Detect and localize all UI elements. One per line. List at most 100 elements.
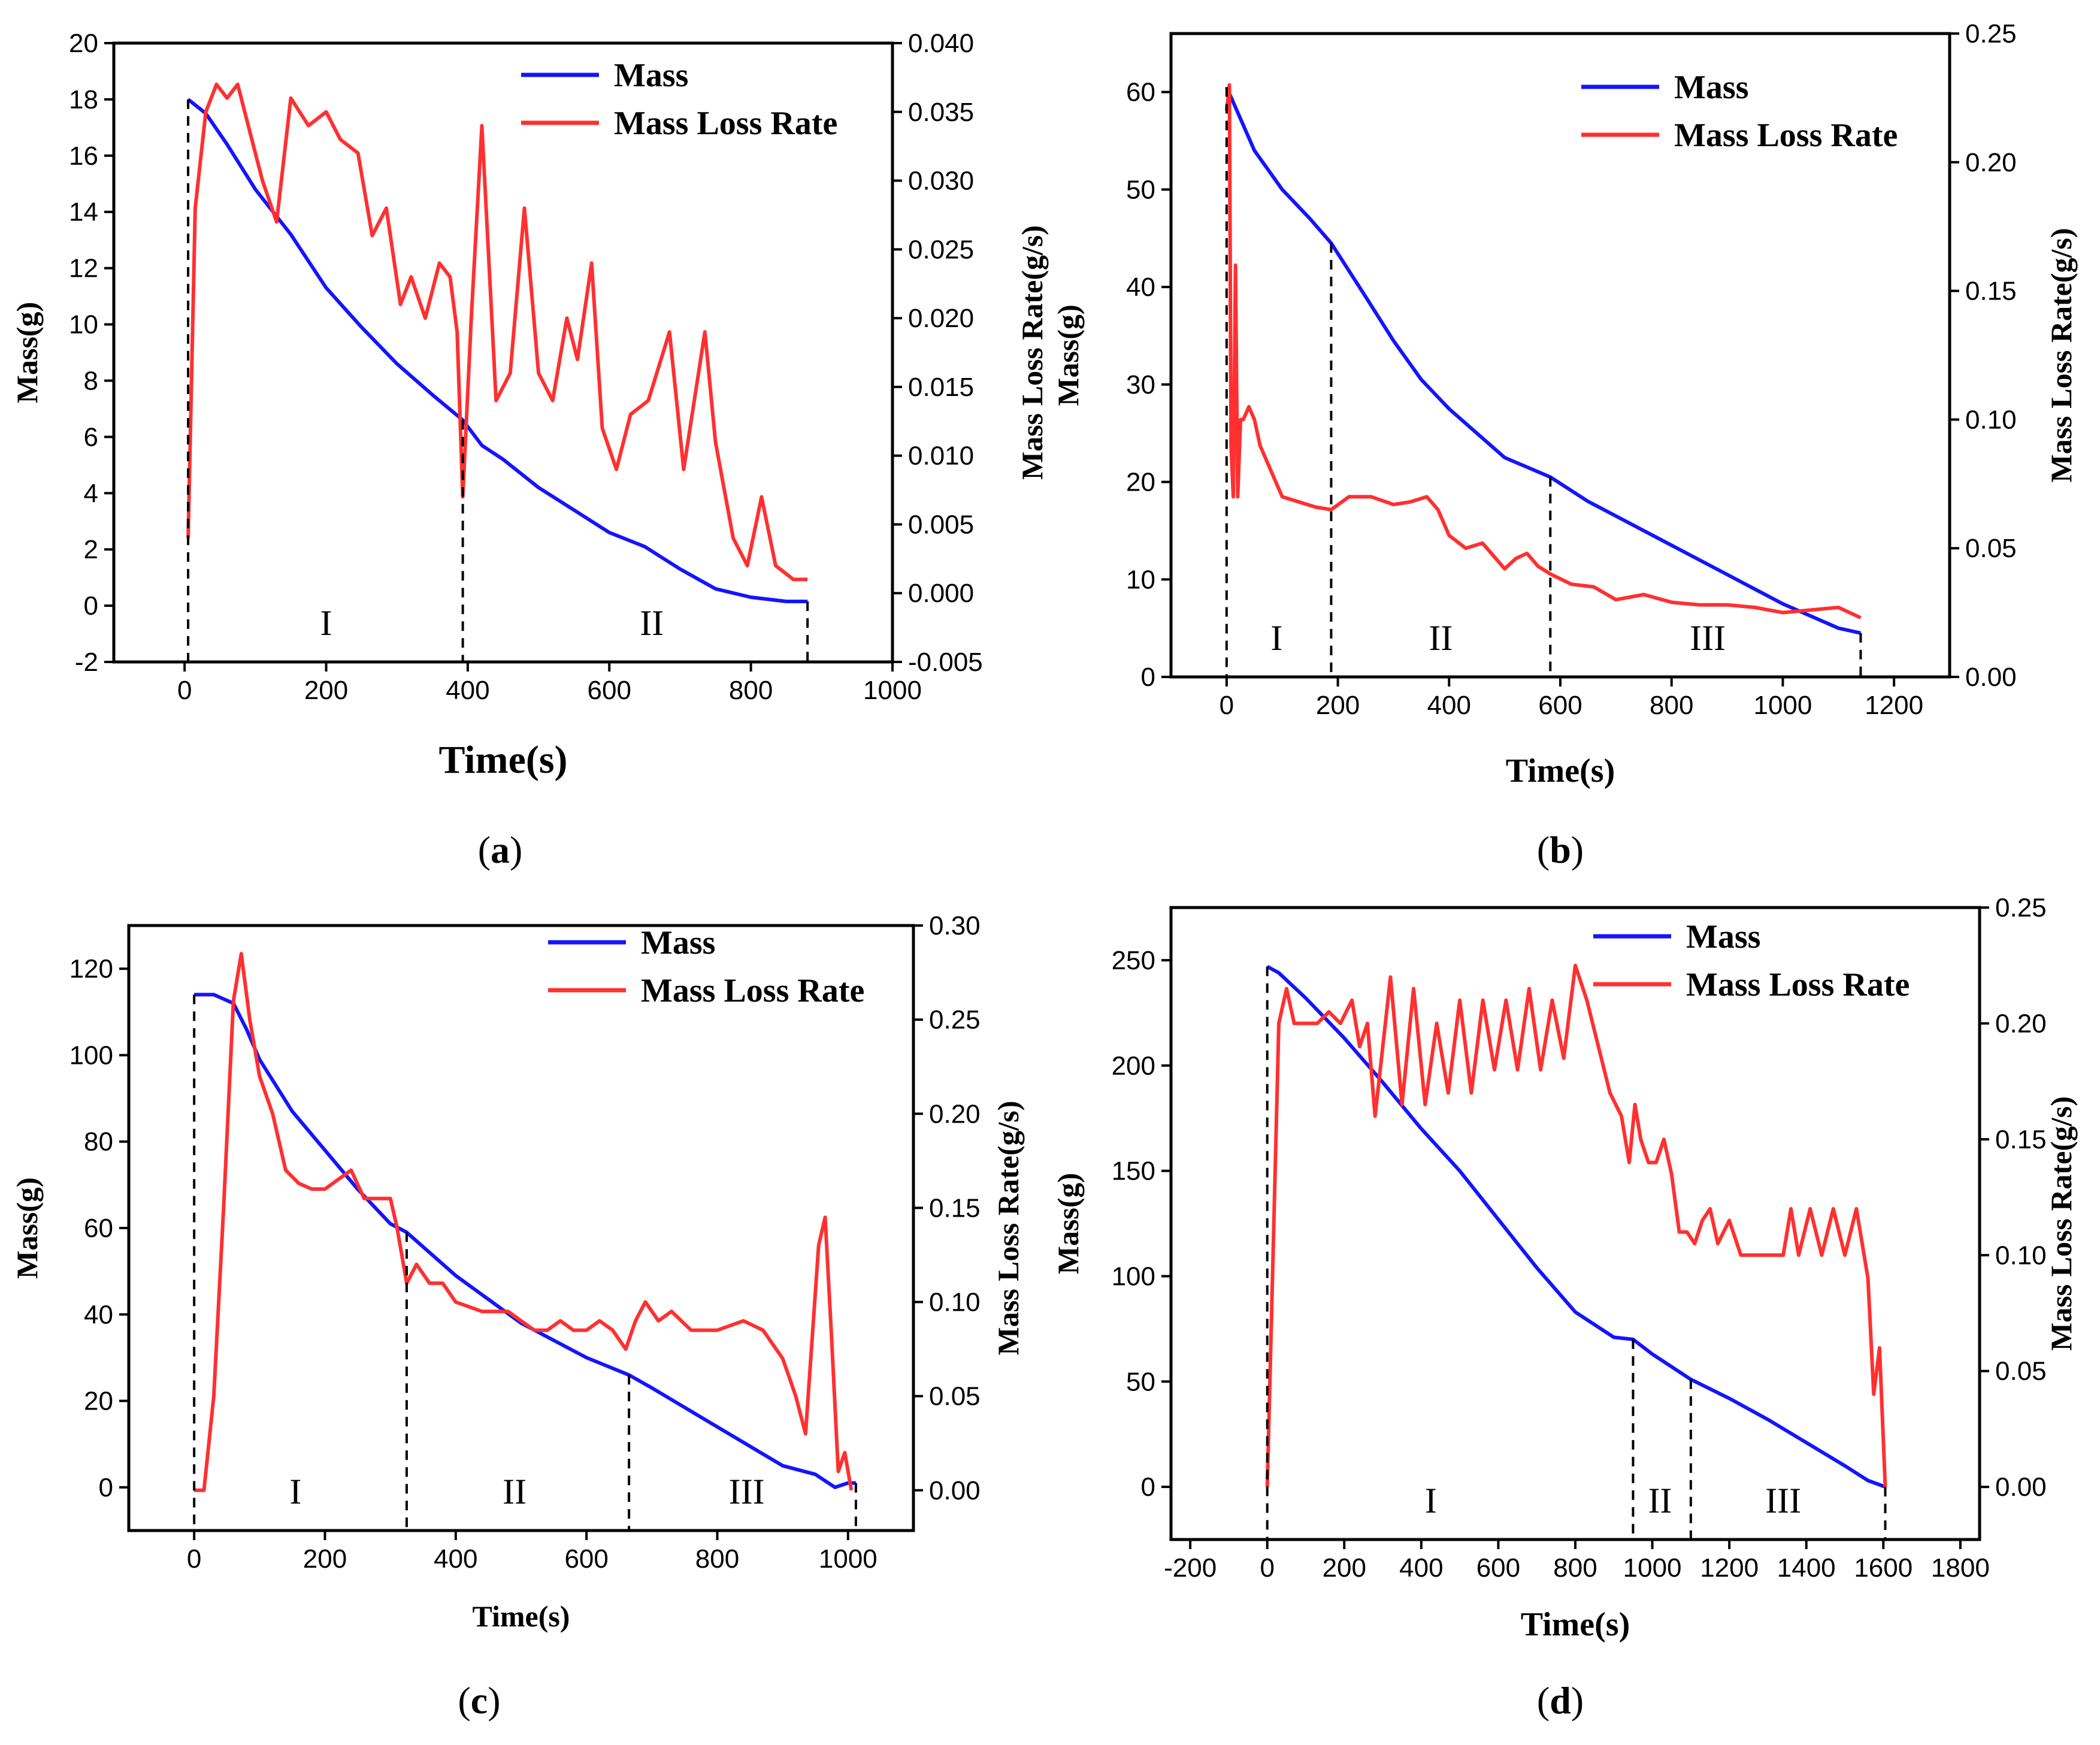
- y2-tick-label-a-0: -0.005: [908, 648, 983, 677]
- x-tick-label-c-3: 600: [564, 1544, 608, 1574]
- y-axis-title-a: Mass(g): [10, 302, 44, 403]
- mass-loss-rate-line-b: [1224, 83, 1862, 619]
- y-tick-label-a-11: 20: [69, 29, 98, 58]
- x-tick-label-b-4: 800: [1650, 691, 1693, 720]
- y-tick-label-b-3: 30: [1126, 370, 1155, 400]
- legend-label-b-1: Mass Loss Rate: [1674, 117, 1898, 154]
- panel-label-open-a: (: [478, 828, 491, 871]
- y2-tick-label-c-0: 0.00: [929, 1476, 981, 1505]
- x-tick-label-a-4: 800: [729, 676, 773, 705]
- y-axis-title-b: Mass(g): [1051, 304, 1085, 406]
- stage-label-b-0: I: [1270, 618, 1282, 658]
- stage-label-a-0: I: [320, 603, 332, 643]
- y-tick-label-d-4: 200: [1112, 1051, 1155, 1081]
- panel-label-close-a: ): [510, 828, 522, 871]
- y-tick-label-c-0: 0: [99, 1473, 113, 1502]
- y-tick-label-a-7: 12: [69, 254, 98, 283]
- x-tick-label-a-5: 1000: [863, 676, 922, 705]
- x-axis-title-b: Time(s): [1506, 752, 1615, 790]
- x-tick-label-d-0: -200: [1164, 1553, 1217, 1583]
- y-tick-label-a-5: 8: [84, 366, 98, 395]
- y2-tick-label-a-4: 0.015: [908, 373, 974, 402]
- stage-label-a-1: II: [640, 603, 664, 643]
- mass-line-a: [187, 98, 808, 603]
- y2-tick-label-b-5: 0.25: [1965, 19, 2017, 49]
- x-tick-label-b-1: 200: [1316, 691, 1360, 720]
- mass-loss-rate-line-c: [194, 952, 854, 1492]
- y2-tick-label-d-1: 0.05: [1995, 1357, 2047, 1386]
- x-tick-label-a-3: 600: [588, 676, 631, 705]
- x-tick-label-d-8: 1400: [1777, 1553, 1836, 1583]
- y-tick-label-a-10: 18: [69, 85, 98, 114]
- panel-label-close-c: ): [488, 1679, 500, 1722]
- y-tick-label-c-3: 60: [84, 1214, 113, 1243]
- mass-line-b: [1225, 86, 1862, 635]
- y-tick-label-a-9: 16: [69, 141, 98, 171]
- y2-tick-label-d-0: 0.00: [1995, 1472, 2047, 1502]
- y-tick-label-d-3: 150: [1112, 1157, 1155, 1186]
- y-tick-label-b-2: 20: [1126, 468, 1155, 497]
- plot-frame-a: [112, 41, 894, 664]
- panel-label-d: (d): [1537, 1679, 1584, 1722]
- stage-label-c-1: II: [503, 1472, 526, 1511]
- panel-label-open-d: (: [1537, 1679, 1550, 1722]
- stage-label-d-2: III: [1765, 1481, 1801, 1520]
- x-axis-title-d: Time(s): [1521, 1606, 1630, 1643]
- y-tick-label-c-1: 20: [84, 1387, 113, 1416]
- x-tick-label-c-5: 1000: [819, 1544, 877, 1574]
- stage-label-d-1: II: [1648, 1481, 1672, 1520]
- y2-tick-label-b-3: 0.15: [1965, 277, 2017, 306]
- x-tick-label-d-10: 1800: [1931, 1553, 1990, 1583]
- y2-axis-title-a: Mass Loss Rate(g/s): [1015, 225, 1049, 480]
- y2-tick-label-b-2: 0.10: [1965, 405, 2017, 434]
- y-axis-title-d: Mass(g): [1051, 1173, 1085, 1274]
- y2-tick-label-a-8: 0.035: [908, 98, 974, 127]
- legend-label-c-0: Mass: [641, 924, 715, 961]
- panel-label-close-d: ): [1571, 1679, 1584, 1722]
- stage-label-d-0: I: [1425, 1481, 1437, 1520]
- y-tick-label-a-8: 14: [69, 198, 98, 227]
- x-tick-label-d-7: 1200: [1700, 1553, 1759, 1583]
- y2-tick-label-c-2: 0.10: [929, 1288, 981, 1317]
- y-tick-label-a-4: 6: [84, 422, 98, 452]
- mass-loss-rate-line-d: [1265, 963, 1887, 1487]
- y-tick-label-b-5: 50: [1126, 175, 1155, 204]
- y-tick-label-c-4: 80: [84, 1127, 113, 1157]
- panel-label-letter-d: d: [1550, 1679, 1571, 1722]
- y2-tick-label-a-6: 0.025: [908, 235, 974, 264]
- panel-label-letter-b: b: [1550, 828, 1571, 871]
- x-tick-label-b-6: 1200: [1865, 691, 1923, 720]
- stage-label-b-1: II: [1429, 618, 1453, 658]
- y-tick-label-d-0: 0: [1141, 1472, 1155, 1502]
- y2-tick-label-b-0: 0.00: [1965, 663, 2017, 692]
- panel-label-open-b: (: [1537, 828, 1550, 871]
- y2-tick-label-a-3: 0.010: [908, 441, 974, 471]
- mass-loss-rate-line-a: [186, 82, 808, 582]
- panel-label-a: (a): [478, 828, 523, 871]
- x-tick-label-d-1: 0: [1260, 1553, 1274, 1583]
- y-tick-label-a-2: 2: [84, 535, 98, 564]
- legend-label-b-0: Mass: [1674, 69, 1748, 106]
- x-axis-title-a: Time(s): [438, 738, 567, 782]
- legend-label-a-1: Mass Loss Rate: [614, 105, 837, 142]
- x-tick-label-a-1: 200: [304, 676, 348, 705]
- x-tick-label-c-1: 200: [303, 1544, 347, 1574]
- x-axis-title-c: Time(s): [473, 1599, 570, 1633]
- legend-label-d-0: Mass: [1686, 918, 1760, 955]
- legend-label-d-1: Mass Loss Rate: [1686, 966, 1910, 1003]
- x-tick-label-c-4: 800: [695, 1544, 739, 1574]
- x-tick-label-d-4: 600: [1476, 1553, 1520, 1583]
- y2-tick-label-c-4: 0.20: [929, 1099, 981, 1129]
- x-tick-label-a-2: 400: [446, 676, 489, 705]
- y-tick-label-c-5: 100: [69, 1041, 113, 1070]
- panel-label-b: (b): [1537, 828, 1584, 871]
- panel-label-letter-c: c: [471, 1679, 488, 1722]
- x-tick-label-c-0: 0: [187, 1544, 201, 1574]
- panel-label-close-b: ): [1571, 828, 1584, 871]
- y-tick-label-b-6: 60: [1126, 78, 1155, 107]
- y2-tick-label-c-1: 0.05: [929, 1382, 981, 1411]
- y2-tick-label-c-3: 0.15: [929, 1193, 981, 1223]
- y-tick-label-a-1: 0: [84, 591, 98, 621]
- y-tick-label-d-5: 250: [1112, 946, 1155, 975]
